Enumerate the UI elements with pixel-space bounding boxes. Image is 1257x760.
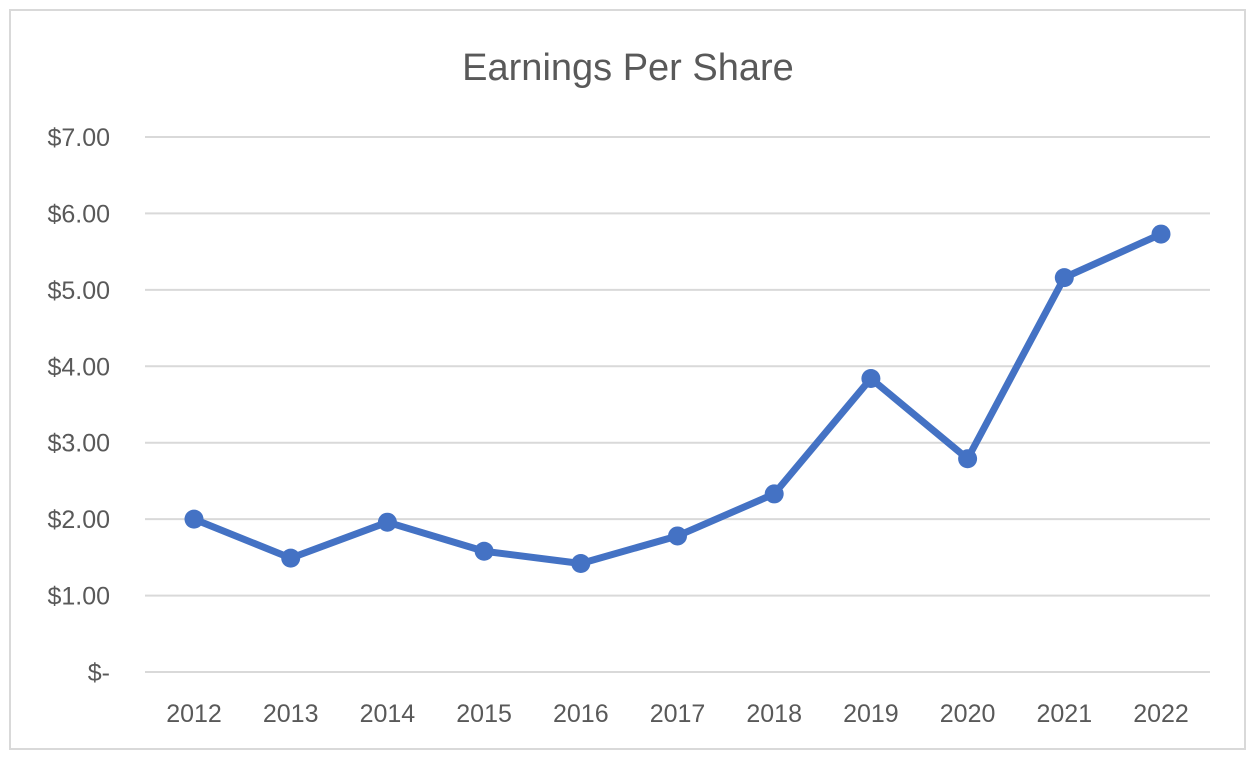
series-line: [190, 230, 1165, 567]
y-axis-tick-labels: $- $1.00 $2.00 $3.00 $4.00 $5.00 $6.00 $7.00: [47, 124, 110, 687]
data-point-2014: [377, 512, 397, 532]
x-axis-tick-labels: 2012 2013 2014 2015 2016 2017 2018 2019 2020 2021…: [166, 700, 1189, 728]
x-tick-label: 2016: [553, 700, 609, 728]
x-tick-label: 2018: [746, 700, 802, 728]
x-tick-label: 2019: [843, 700, 899, 728]
x-tick-label: 2022: [1133, 700, 1189, 728]
x-tick-label: 2012: [166, 700, 222, 728]
x-tick-label: 2013: [263, 700, 319, 728]
data-point-2018: [764, 484, 784, 504]
y-tick-label: $7.00: [47, 124, 110, 152]
y-tick-label: $1.00: [47, 583, 110, 611]
data-point-2017: [668, 526, 687, 546]
x-tick-label: 2021: [1036, 700, 1092, 728]
data-point-2021: [1054, 268, 1074, 288]
data-point-2012: [184, 509, 204, 529]
data-point-2013: [281, 548, 301, 568]
x-tick-label: 2014: [360, 700, 416, 728]
x-tick-label: 2020: [940, 700, 996, 728]
data-point-2019: [861, 369, 881, 389]
chart-frame: [9, 9, 1246, 750]
x-tick-label: 2017: [650, 700, 706, 728]
data-point-2020: [958, 449, 978, 469]
series-eps: [184, 224, 1171, 573]
gridlines: [145, 136, 1210, 673]
y-tick-label: $4.00: [47, 353, 110, 381]
y-tick-label: $-: [88, 659, 110, 687]
data-point-2016: [571, 553, 591, 573]
y-tick-label: $6.00: [47, 200, 110, 228]
y-tick-label: $5.00: [47, 277, 110, 305]
data-point-2015: [474, 541, 494, 561]
y-tick-label: $2.00: [47, 506, 110, 534]
x-tick-label: 2015: [456, 700, 512, 728]
data-point-2022: [1151, 224, 1171, 244]
y-tick-label: $3.00: [47, 430, 110, 458]
chart-title: Earnings Per Share: [462, 47, 794, 89]
